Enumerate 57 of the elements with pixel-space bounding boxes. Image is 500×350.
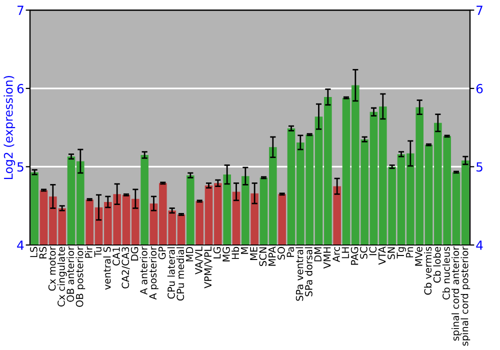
x-tick-label: RS xyxy=(39,246,47,258)
y-tick-label: 4 xyxy=(17,240,24,250)
x-tick-label: DG xyxy=(130,247,138,260)
x-tick-label: Cb nucleus xyxy=(442,246,450,300)
x-tick-label: Tu xyxy=(94,247,102,258)
x-tick-label: MPA xyxy=(268,246,276,266)
x-tick-label: SPa ventral xyxy=(296,247,304,301)
x-tick-label: Tg xyxy=(396,247,406,259)
y2-tick-label: 6 xyxy=(476,84,483,94)
x-tick-label: LS xyxy=(30,246,38,258)
x-tick-label: VTA xyxy=(378,246,386,265)
x-tick-label: spinal cord anterior xyxy=(452,246,461,341)
x-tick-label: SCN xyxy=(259,247,267,266)
x-tick-label: Pa xyxy=(286,247,294,257)
x-tick-label: VMH xyxy=(324,247,331,269)
x-tick-label: CPu lateral xyxy=(167,247,175,299)
x-tick-label: SC xyxy=(360,246,368,259)
x-tick-label: VPM/VPL xyxy=(204,246,212,288)
x-tick-label: CA2/CA3 xyxy=(122,247,130,288)
x-tick-label: Cb lobe xyxy=(433,246,441,283)
x-tick-label: CPu medial xyxy=(176,247,184,301)
x-tick-label: ME xyxy=(250,247,258,260)
x-tick-label: SO xyxy=(278,246,285,260)
x-tick-label: MD xyxy=(186,246,194,262)
y-tick-label: 6 xyxy=(17,84,24,94)
x-tick-label: PAG xyxy=(350,247,358,265)
x-tick-label: A posterior xyxy=(149,246,158,300)
x-tick-label: SPa dorsal xyxy=(304,247,312,296)
x-tick-label: LG xyxy=(213,247,221,258)
x-tick-label: OB posterior xyxy=(76,246,86,307)
x-tick-label: CA1 xyxy=(112,247,120,266)
x-tick-label: spinal cord posterior xyxy=(460,246,470,346)
x-tick-label: Hb xyxy=(232,246,240,259)
x-tick-label: ventral S xyxy=(103,246,111,290)
x-tick-label: Cb vermis xyxy=(424,246,432,295)
x-tick-label: Pn xyxy=(406,247,414,258)
x-tick-label: Pir xyxy=(84,246,92,258)
y2-tick-label: 4 xyxy=(476,240,483,250)
x-tick-label: OB anterior xyxy=(66,246,74,302)
x-tick-label: GP xyxy=(158,246,166,260)
y2-tick-label: 5 xyxy=(476,162,482,172)
y-tick-label: 7 xyxy=(18,6,24,15)
x-tick-label: LH xyxy=(342,247,349,258)
y-axis-title: Log2 (expression) xyxy=(4,76,16,180)
x-tick-label: Cx motor xyxy=(48,246,56,291)
x-tick-label: Arc xyxy=(332,246,340,262)
x-tick-label: A anterior xyxy=(140,246,148,295)
x-tick-label: MG xyxy=(222,247,230,262)
x-tick-label: M xyxy=(241,247,248,254)
x-tick-label: VA/VL xyxy=(195,246,204,274)
x-tick-label: Cx cingulate xyxy=(57,246,67,306)
y2-tick-label: 7 xyxy=(476,6,482,15)
x-tick-label: DM xyxy=(314,247,322,262)
x-tick-label: IC xyxy=(369,246,377,256)
x-tick-label: SN xyxy=(388,247,395,260)
y-tick-label: 5 xyxy=(17,162,24,172)
x-tick-label: MVe xyxy=(415,246,422,266)
